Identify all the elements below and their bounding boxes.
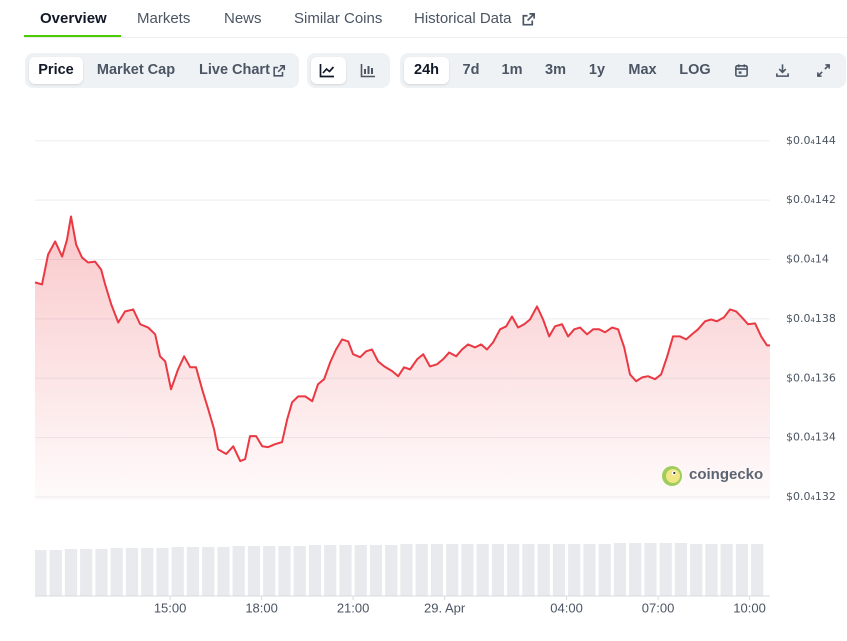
volume-bar bbox=[735, 544, 749, 596]
volume-bar bbox=[644, 543, 657, 596]
range-button[interactable]: Max bbox=[628, 62, 657, 78]
volume-bar bbox=[415, 544, 428, 596]
volume-bar bbox=[491, 544, 505, 596]
price-button[interactable]: Price bbox=[29, 57, 83, 84]
volume-bar bbox=[141, 548, 154, 596]
volume-bar bbox=[461, 544, 474, 596]
y-tick-label: $0.0₄14 bbox=[786, 253, 829, 266]
range-button[interactable]: 1y bbox=[588, 62, 606, 78]
volume-bar bbox=[507, 544, 520, 596]
volume-bar bbox=[613, 543, 627, 596]
volume-bar bbox=[720, 544, 733, 596]
volume-bar bbox=[247, 546, 261, 596]
volume-bar bbox=[659, 543, 672, 596]
volume-bar bbox=[64, 549, 78, 596]
tab[interactable]: News bbox=[224, 10, 262, 27]
price-area bbox=[35, 216, 770, 501]
external-icon bbox=[522, 13, 535, 26]
volume-bar bbox=[354, 545, 367, 596]
volume-bar bbox=[95, 549, 108, 596]
volume-bar bbox=[35, 550, 47, 596]
volume-bar bbox=[522, 544, 535, 596]
tab[interactable]: Markets bbox=[137, 10, 191, 27]
x-tick-label: 15:00 bbox=[154, 600, 187, 615]
log-button[interactable]: LOG bbox=[679, 62, 711, 78]
expand-icon[interactable] bbox=[816, 63, 831, 78]
volume-bar bbox=[263, 546, 276, 596]
volume-bar bbox=[339, 545, 352, 596]
volume-bar bbox=[690, 544, 703, 596]
tab[interactable]: Similar Coins bbox=[294, 10, 383, 27]
volume-bar bbox=[217, 547, 230, 596]
divider bbox=[24, 37, 847, 38]
volume-bar bbox=[476, 544, 489, 596]
x-tick-label: 21:00 bbox=[337, 600, 370, 615]
volume-bar bbox=[171, 547, 184, 596]
volume-bar bbox=[705, 544, 718, 596]
volume-bar bbox=[278, 546, 291, 596]
x-tick-label: 04:00 bbox=[550, 600, 583, 615]
range-button[interactable]: 24h bbox=[404, 57, 449, 84]
y-tick-label: $0.0₄134 bbox=[786, 431, 836, 444]
volume-bar bbox=[537, 544, 550, 596]
volume-bar bbox=[125, 548, 139, 596]
volume-bar bbox=[324, 545, 337, 596]
range-group bbox=[400, 53, 846, 88]
volume-bar bbox=[446, 544, 459, 596]
y-tick-label: $0.0₄142 bbox=[786, 193, 836, 206]
volume-bar bbox=[369, 545, 383, 596]
tab[interactable]: Overview bbox=[40, 10, 107, 27]
range-button[interactable]: 3m bbox=[545, 62, 566, 78]
tab[interactable]: Historical Data bbox=[414, 10, 512, 27]
volume-bar bbox=[430, 544, 444, 596]
volume-bar bbox=[232, 546, 245, 596]
volume-bar bbox=[400, 544, 413, 596]
y-tick-label: $0.0₄132 bbox=[786, 490, 836, 503]
volume-bar bbox=[80, 549, 93, 596]
volume-bar bbox=[308, 545, 322, 596]
volume-bar bbox=[629, 543, 642, 596]
external-icon bbox=[273, 64, 286, 77]
x-tick-label: 07:00 bbox=[642, 600, 675, 615]
download-icon[interactable] bbox=[775, 63, 790, 78]
line-icon bbox=[319, 64, 335, 78]
volume-bar bbox=[293, 546, 306, 596]
volume-bar bbox=[186, 547, 200, 596]
volume-bar bbox=[751, 544, 764, 596]
volume-bar bbox=[156, 548, 169, 596]
y-tick-label: $0.0₄144 bbox=[786, 134, 836, 147]
volume-bar bbox=[49, 550, 62, 596]
volume-bar bbox=[568, 544, 581, 596]
watermark: coingecko bbox=[689, 466, 764, 483]
candle-icon bbox=[360, 64, 375, 78]
market-cap-button[interactable]: Market Cap bbox=[96, 62, 176, 78]
range-button[interactable]: 1m bbox=[501, 62, 523, 78]
volume-bar bbox=[552, 544, 566, 596]
volume-bar bbox=[598, 544, 611, 596]
range-button[interactable]: 7d bbox=[462, 62, 480, 78]
x-tick-label: 10:00 bbox=[733, 600, 766, 615]
x-tick-label: 29. Apr bbox=[424, 600, 466, 615]
coingecko-logo bbox=[662, 466, 682, 486]
active-underline bbox=[24, 35, 121, 37]
volume-bar bbox=[202, 547, 215, 596]
price-line bbox=[34, 215, 770, 463]
volume-bar bbox=[583, 544, 596, 596]
volume-bar bbox=[674, 543, 688, 596]
y-tick-label: $0.0₄136 bbox=[786, 371, 836, 384]
y-tick-label: $0.0₄138 bbox=[786, 312, 836, 325]
live-chart-button[interactable]: Live Chart bbox=[199, 62, 270, 78]
x-tick-label: 18:00 bbox=[245, 600, 278, 615]
volume-bar bbox=[110, 548, 123, 596]
volume-bar bbox=[385, 545, 398, 596]
calendar-icon[interactable] bbox=[734, 63, 749, 78]
